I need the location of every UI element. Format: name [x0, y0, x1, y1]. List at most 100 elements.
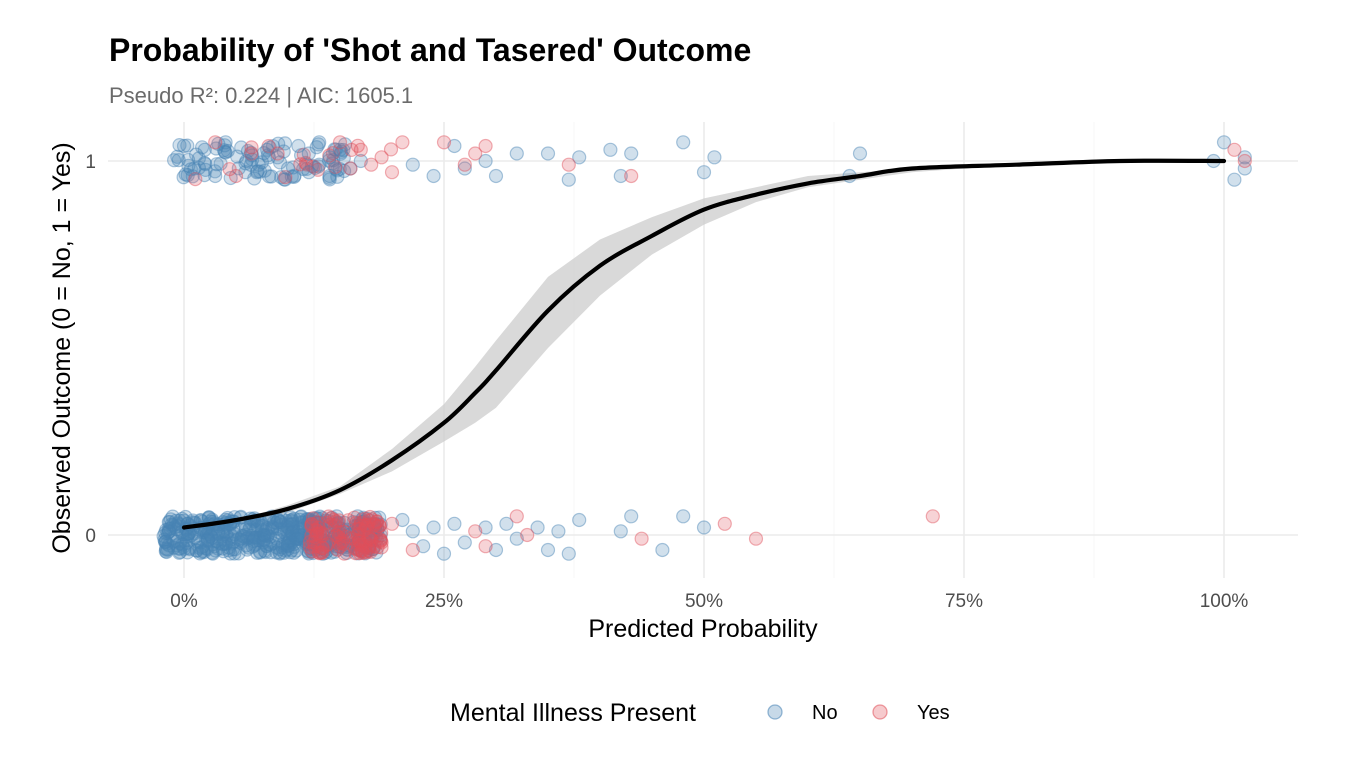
point-yes [925, 509, 940, 524]
point-yes-cluster [344, 142, 359, 157]
point-no-cluster [220, 143, 235, 159]
point-no [176, 138, 192, 154]
point-no-cluster [337, 515, 352, 531]
point-yes-cluster [327, 518, 342, 533]
point-yes [468, 146, 483, 161]
point-yes [561, 157, 576, 172]
point-yes-cluster [372, 518, 387, 533]
point-yes-cluster [321, 536, 336, 552]
point-no [218, 135, 233, 150]
point-no-cluster [304, 158, 319, 174]
point-no-cluster [224, 532, 239, 547]
point-no-cluster [270, 513, 286, 528]
point-no-cluster [247, 530, 262, 545]
point-no-cluster [218, 536, 233, 551]
point-no-cluster [339, 545, 354, 561]
point-no-cluster [329, 535, 344, 550]
point-no-cluster [252, 164, 268, 179]
point-yes-cluster [311, 545, 326, 560]
point-no-cluster [328, 161, 343, 176]
point-no-cluster [340, 531, 355, 546]
point-no-cluster [171, 516, 186, 531]
point-no-cluster [294, 509, 309, 524]
point-no-cluster [296, 161, 311, 177]
point-no-cluster [169, 534, 184, 549]
point-no-cluster [309, 140, 324, 155]
point-no-cluster [360, 517, 375, 532]
point-no-cluster [336, 523, 351, 538]
point-no-cluster [253, 530, 268, 545]
point-no-cluster [303, 529, 318, 545]
point-yes-cluster [261, 139, 276, 154]
point-no [572, 512, 587, 528]
point-no-cluster [216, 536, 231, 552]
point-no-cluster [289, 531, 304, 546]
point-yes-cluster [358, 535, 373, 550]
point-no-cluster [276, 144, 291, 159]
point-no-cluster [317, 542, 332, 558]
point-no-cluster [285, 525, 300, 540]
point-yes-cluster [304, 528, 319, 543]
point-no-cluster [177, 541, 192, 556]
point-no-cluster [366, 541, 381, 557]
point-no-cluster [287, 511, 302, 526]
point-no-cluster [270, 521, 285, 536]
point-no [426, 168, 441, 184]
point-no-cluster [221, 543, 236, 558]
point-no-cluster [287, 168, 302, 183]
confidence-band [184, 161, 1224, 528]
point-no-cluster [196, 544, 212, 560]
point-no-cluster [254, 155, 269, 170]
point-no-cluster [280, 538, 296, 554]
point-no [561, 172, 576, 187]
point-no-cluster [269, 540, 285, 555]
point-no-cluster [216, 544, 231, 559]
point-yes-cluster [298, 155, 313, 171]
point-no-cluster [161, 522, 176, 537]
point-yes-cluster [367, 517, 382, 532]
point-no-cluster [310, 515, 325, 530]
point-no-cluster [241, 530, 256, 545]
point-no-cluster [332, 528, 347, 543]
point-no-cluster [260, 148, 275, 163]
point-yes [748, 531, 764, 546]
point-no-cluster [355, 514, 370, 530]
point-no [291, 138, 306, 154]
point-yes [364, 157, 379, 172]
point-no-cluster [209, 533, 224, 548]
point-no-cluster [340, 538, 356, 553]
point-no-cluster [365, 527, 380, 542]
point-no-cluster [159, 542, 174, 557]
point-no-cluster [321, 514, 336, 529]
point-no-cluster [162, 523, 177, 539]
point-no-cluster [234, 533, 249, 549]
point-no-cluster [207, 164, 223, 179]
point-no [405, 157, 420, 172]
point-yes-cluster [328, 528, 343, 543]
point-yes-cluster [352, 545, 367, 561]
point-yes-cluster [370, 519, 385, 534]
legend-title: Mental Illness Present [450, 699, 696, 727]
point-yes-cluster [310, 515, 325, 530]
point-no-cluster [295, 528, 310, 543]
point-no [249, 165, 264, 180]
point-no-cluster [294, 148, 309, 163]
point-no-cluster [173, 544, 188, 560]
point-yes-cluster [358, 539, 373, 554]
point-no-cluster [368, 521, 383, 536]
point-no [478, 520, 493, 535]
point-no-cluster [323, 538, 338, 553]
point-no-cluster [336, 529, 351, 544]
point-no-cluster [211, 541, 226, 556]
point-no-cluster [271, 513, 286, 528]
point-yes-cluster [344, 531, 359, 546]
point-no [499, 516, 514, 531]
point-no-cluster [159, 522, 174, 537]
point-no-cluster [181, 158, 196, 173]
point-no-cluster [189, 543, 204, 558]
point-no-cluster [195, 539, 210, 555]
point-no-cluster [254, 518, 269, 533]
point-yes-cluster [310, 526, 325, 541]
point-no [260, 142, 275, 157]
point-no-cluster [158, 534, 173, 549]
